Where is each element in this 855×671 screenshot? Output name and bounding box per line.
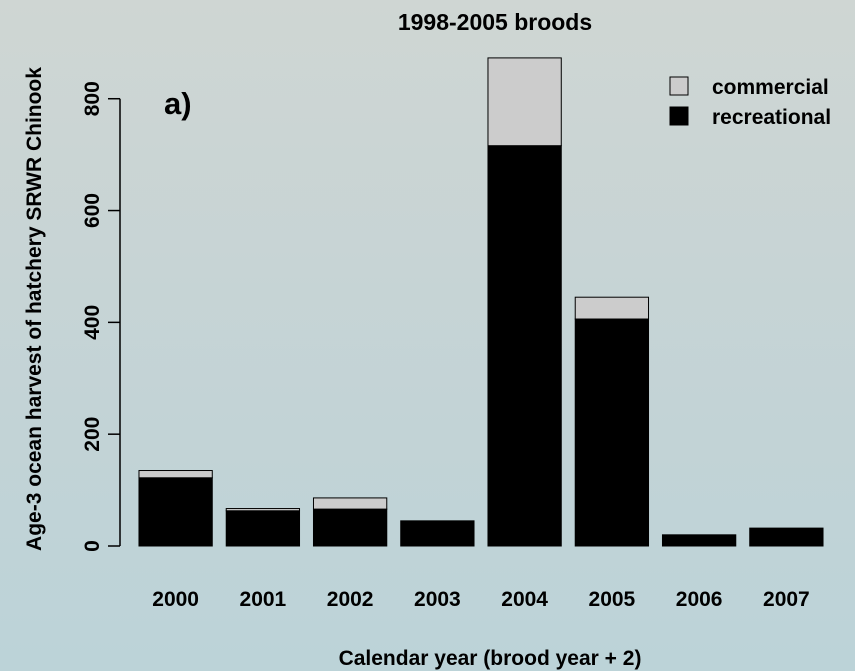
y-axis-ticks: 0 200 400 600 800 [81, 81, 120, 552]
legend-swatch-recreational [669, 106, 689, 126]
bar-commercial-2002 [312, 497, 388, 510]
bar-recreational-2004 [487, 145, 562, 547]
legend-label-commercial: commercial [712, 76, 829, 99]
bar-recreational-2002 [312, 508, 388, 547]
x-tick-label: 2004 [501, 588, 548, 611]
x-tick-label: 2000 [152, 588, 199, 611]
y-tick-label: 400 [81, 305, 104, 340]
bar-recreational-2006 [661, 534, 737, 547]
chart-title: 1998-2005 broods [398, 9, 592, 35]
y-tick-label: 600 [81, 193, 104, 228]
bar-recreational-2007 [749, 527, 824, 547]
x-axis-tick-labels: 2000 2001 2002 2003 2004 2005 2006 2007 [152, 588, 809, 611]
x-tick-label: 2003 [414, 588, 461, 611]
bar-commercial-2001 [225, 508, 301, 512]
bars [138, 57, 824, 547]
bar-commercial-2005 [574, 296, 650, 320]
y-tick-label: 200 [81, 417, 104, 452]
panel-label: a) [164, 86, 192, 121]
x-tick-label: 2002 [327, 588, 374, 611]
bar-commercial-2004 [487, 57, 562, 147]
x-tick-label: 2001 [240, 588, 287, 611]
bar-recreational-2001 [225, 510, 301, 547]
legend: commercial recreational [669, 76, 831, 129]
y-axis-label: Age-3 ocean harvest of hatchery SRWR Chi… [23, 67, 46, 551]
x-tick-label: 2005 [589, 588, 636, 611]
bar-commercial-2000 [138, 470, 213, 479]
bar-recreational-2003 [400, 520, 475, 547]
x-axis-label: Calendar year (brood year + 2) [339, 647, 642, 670]
legend-label-recreational: recreational [712, 106, 831, 129]
bar-recreational-2000 [138, 477, 213, 547]
y-tick-label: 800 [81, 81, 104, 116]
legend-swatch-commercial [669, 76, 689, 96]
y-tick-label: 0 [81, 540, 104, 552]
x-tick-label: 2006 [676, 588, 723, 611]
bar-recreational-2005 [574, 318, 650, 547]
x-tick-label: 2007 [763, 588, 810, 611]
